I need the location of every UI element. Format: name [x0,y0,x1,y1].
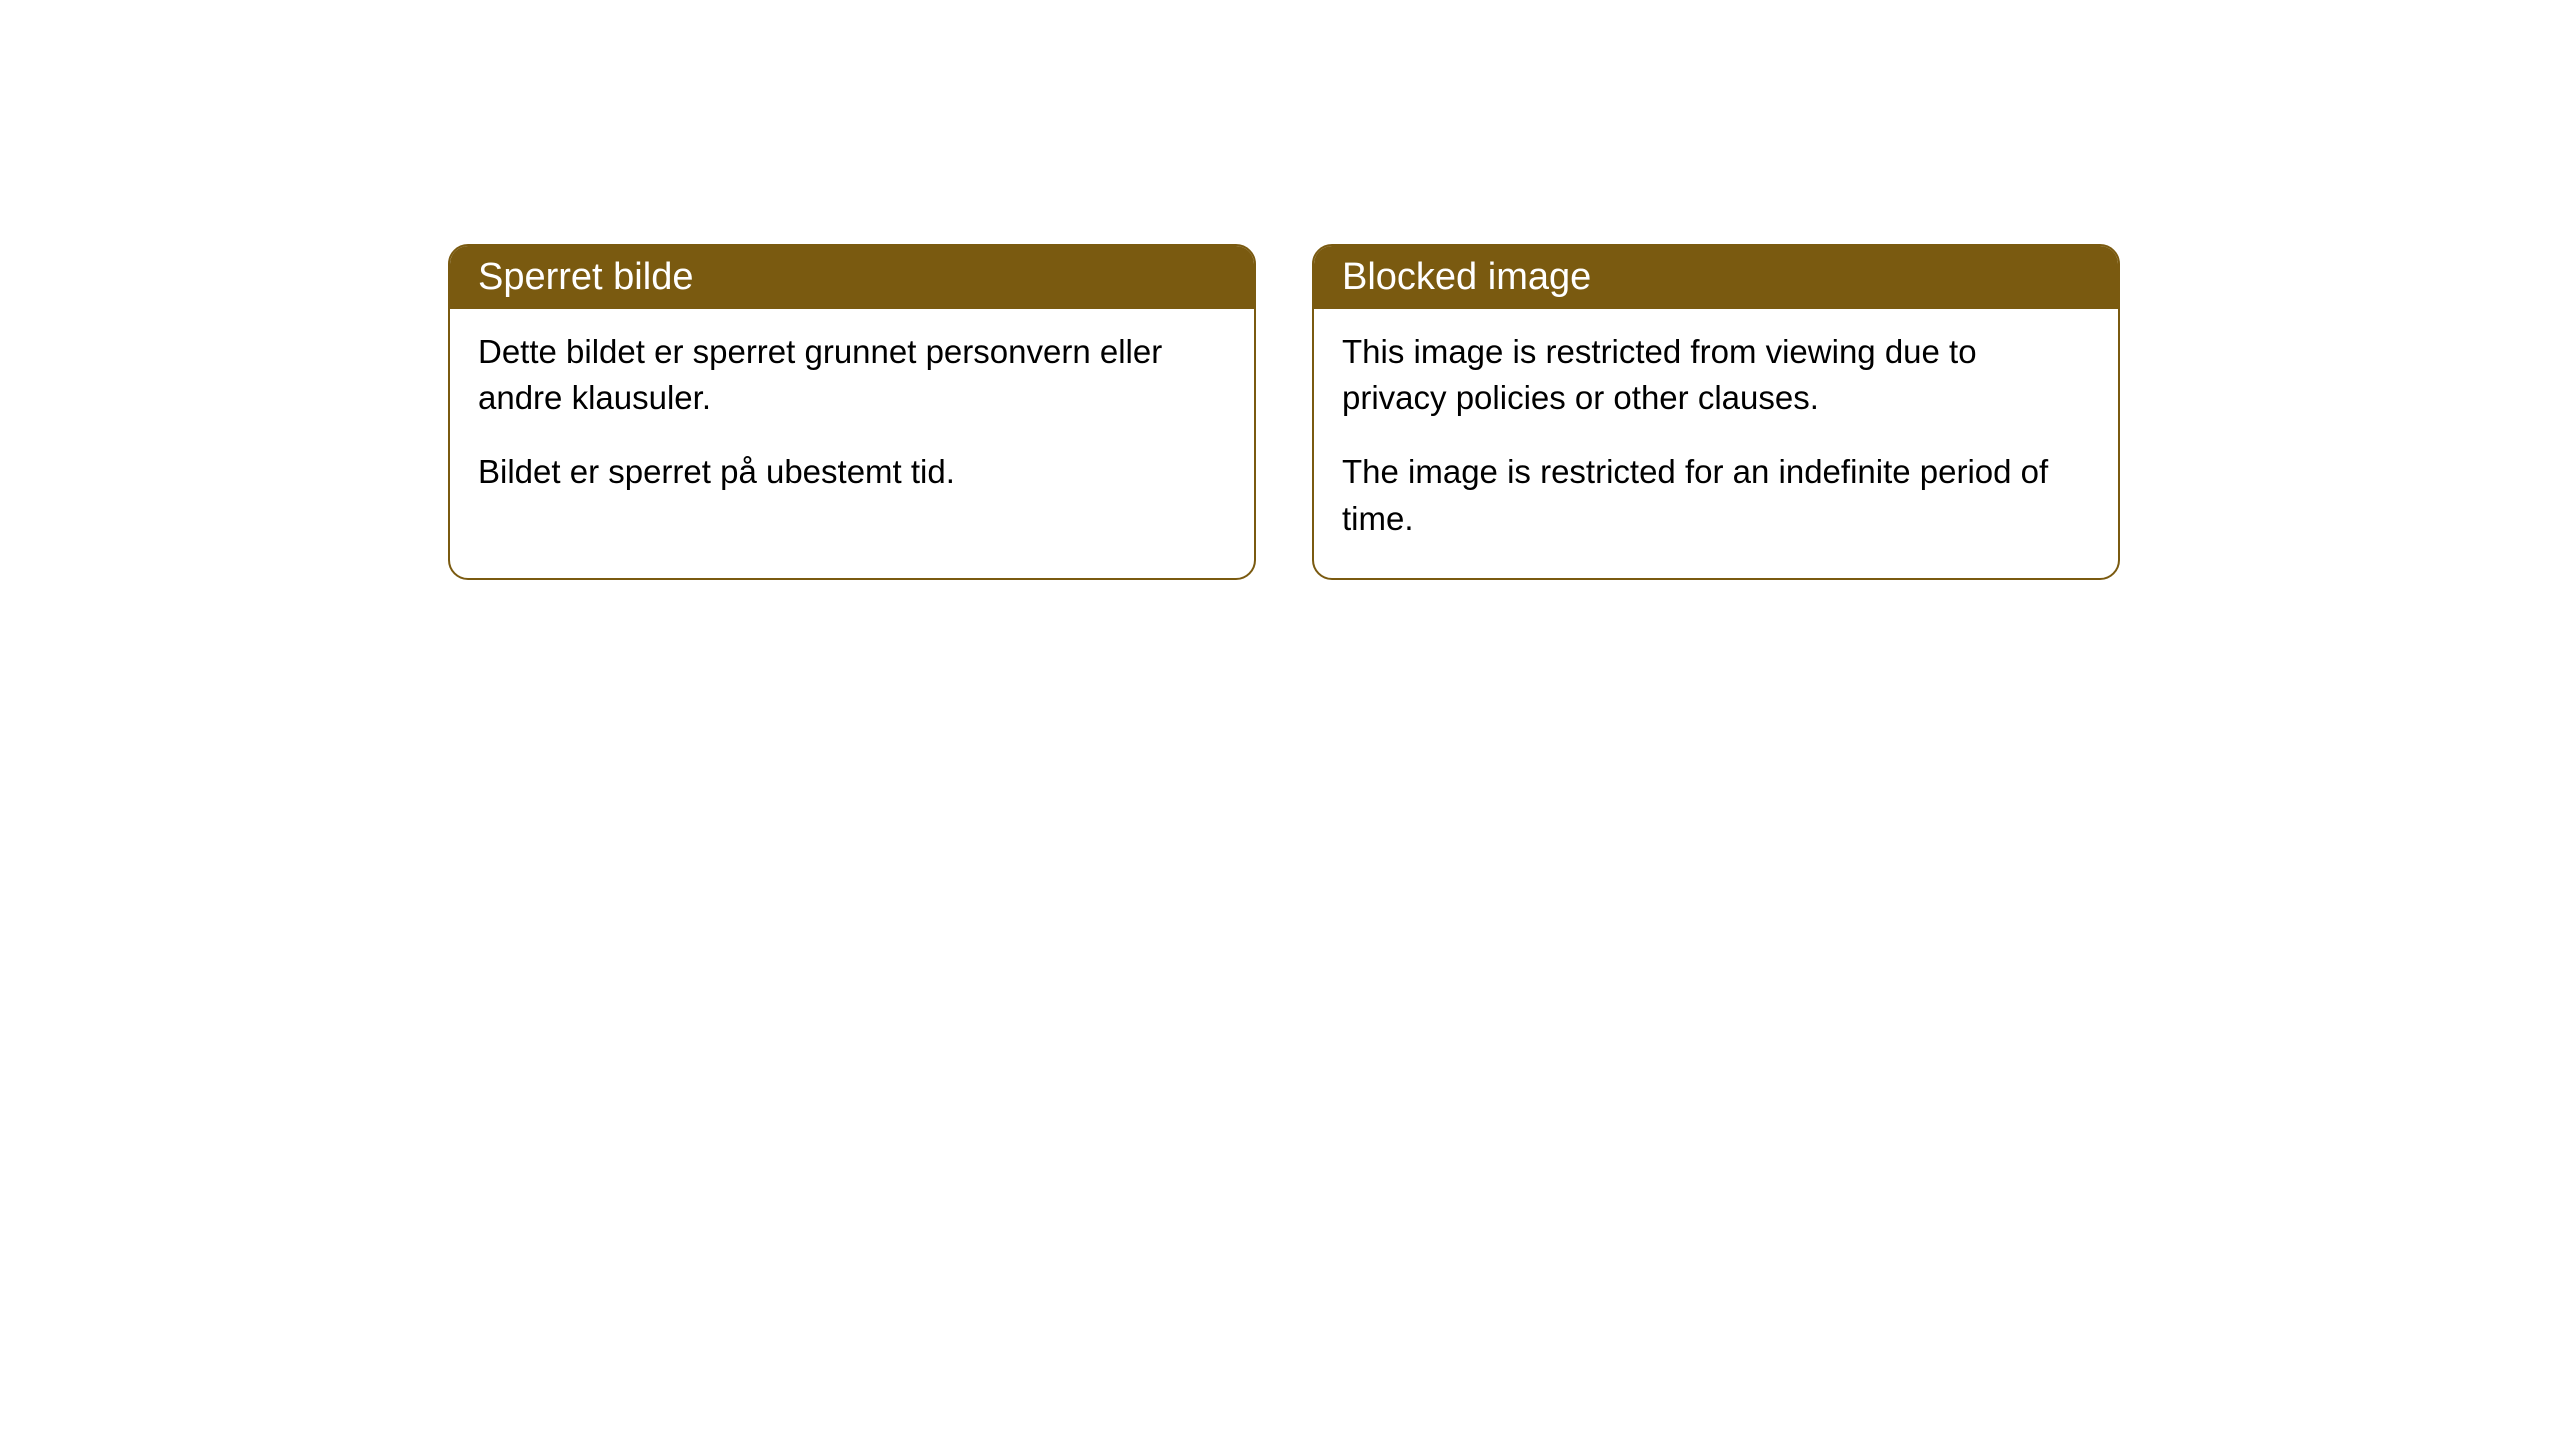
card-body-norwegian: Dette bildet er sperret grunnet personve… [450,309,1254,532]
card-header-english: Blocked image [1314,246,2118,309]
card-paragraph-2: Bildet er sperret på ubestemt tid. [478,449,1226,495]
card-header-norwegian: Sperret bilde [450,246,1254,309]
card-paragraph-1: Dette bildet er sperret grunnet personve… [478,329,1226,421]
notice-card-norwegian: Sperret bilde Dette bildet er sperret gr… [448,244,1256,580]
notice-cards-container: Sperret bilde Dette bildet er sperret gr… [448,244,2120,580]
notice-card-english: Blocked image This image is restricted f… [1312,244,2120,580]
card-paragraph-1: This image is restricted from viewing du… [1342,329,2090,421]
card-body-english: This image is restricted from viewing du… [1314,309,2118,578]
card-paragraph-2: The image is restricted for an indefinit… [1342,449,2090,541]
